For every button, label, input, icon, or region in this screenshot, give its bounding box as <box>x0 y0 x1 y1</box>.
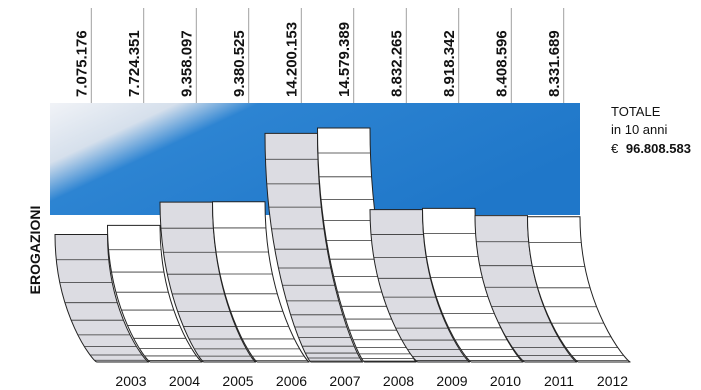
y-axis-label: EROGAZIONI <box>27 206 43 295</box>
year-label: 2009 <box>436 373 467 389</box>
value-label: 9.380.525 <box>231 30 248 97</box>
value-label: 14.579.389 <box>336 22 353 97</box>
bar-body <box>526 216 631 363</box>
bars-group <box>54 127 631 363</box>
bar-2003 <box>54 234 150 363</box>
year-label: 2008 <box>383 373 414 389</box>
total-label: TOTALE <box>611 104 661 119</box>
year-label: 2003 <box>115 373 146 389</box>
year-label: 2005 <box>222 373 253 389</box>
year-label: 2010 <box>490 373 521 389</box>
year-label: 2011 <box>544 373 574 389</box>
value-label: 7.075.176 <box>73 30 90 97</box>
bar-body <box>264 132 364 363</box>
value-label: 8.918.342 <box>441 30 458 97</box>
value-column-dividers <box>90 8 565 103</box>
year-label: 2006 <box>276 373 307 389</box>
bar-2010 <box>421 207 524 363</box>
total-period: in 10 anni <box>611 122 667 137</box>
value-label: 14.200.153 <box>283 22 300 97</box>
bar-2007 <box>264 132 364 363</box>
bar-2006 <box>211 201 310 363</box>
bar-2005 <box>159 201 257 363</box>
value-label: 8.408.596 <box>493 30 510 97</box>
bar-2004 <box>106 224 203 363</box>
year-label: 2012 <box>597 373 628 389</box>
total-amount: € 96.808.583 <box>611 141 691 156</box>
value-label: 8.832.265 <box>388 30 405 97</box>
total-box: TOTALE in 10 anni € 96.808.583 <box>611 104 691 156</box>
bar-body <box>106 224 203 363</box>
year-label: 2004 <box>169 373 200 389</box>
value-label: 9.358.097 <box>178 30 195 97</box>
total-currency: € <box>611 141 619 156</box>
year-label: 2007 <box>329 373 360 389</box>
bar-2011 <box>474 215 578 363</box>
bar-body <box>211 201 310 363</box>
value-labels: 7.075.176 7.724.351 9.358.097 9.380.525 14.2… <box>73 22 563 97</box>
value-label: 7.724.351 <box>126 30 143 97</box>
year-labels: 2003 2004 2005 2006 2007 2008 2009 2010 2011 2012 <box>115 373 628 389</box>
bar-2012 <box>526 216 631 363</box>
value-label: 8.331.689 <box>546 30 563 97</box>
total-value: 96.808.583 <box>626 141 691 156</box>
